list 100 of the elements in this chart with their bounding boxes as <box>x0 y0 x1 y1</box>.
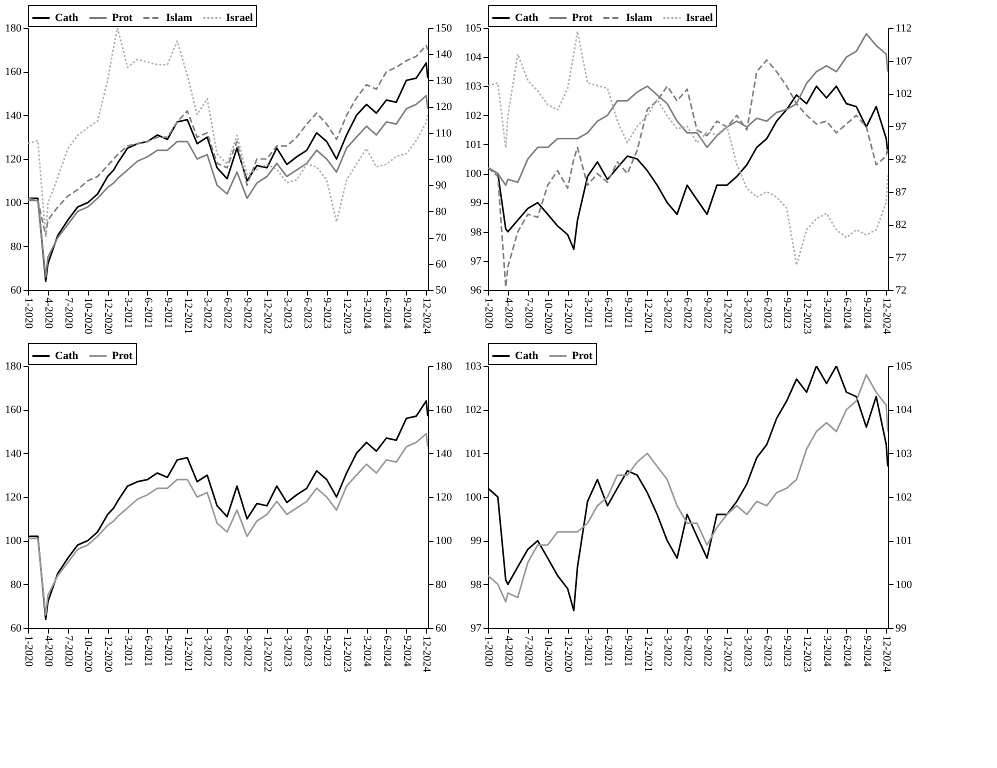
y-tick-label: 99 <box>470 535 482 548</box>
y-tick-label: 103 <box>465 80 482 93</box>
x-tick-label: 6-2021 <box>142 636 154 667</box>
y2-tick-label: 60 <box>436 258 447 270</box>
legend-label: Prot <box>572 350 593 362</box>
x-tick-label: 12-2024 <box>420 636 433 673</box>
x-tick-label: 9-2024 <box>400 298 413 330</box>
x-tick-label: 9-2021 <box>622 298 634 329</box>
y-tick-label: 102 <box>465 110 482 122</box>
x-tick-label: 12-2022 <box>721 298 734 334</box>
x-tick-label: 3-2022 <box>202 298 214 329</box>
y-tick-label: 60 <box>10 284 22 296</box>
x-tick-label: 3-2024 <box>361 636 374 668</box>
x-tick-label: 6-2022 <box>682 636 694 667</box>
y-tick-label: 101 <box>465 448 482 460</box>
x-tick-label: 9-2023 <box>321 298 334 330</box>
y2-tick-label: 82 <box>896 219 906 231</box>
x-tick-label: 9-2022 <box>242 298 254 329</box>
x-tick-label: 12-2022 <box>261 298 274 334</box>
x-tick-label: 4-2020 <box>42 636 54 668</box>
y-tick-label: 97 <box>470 622 482 634</box>
y2-tick-label: 140 <box>436 448 452 460</box>
y-tick-label: 180 <box>5 360 22 372</box>
x-tick-label: 4-2020 <box>502 636 514 668</box>
x-tick-label: 3-2023 <box>741 298 754 330</box>
y2-tick-label: 102 <box>896 88 912 100</box>
x-tick-label: 6-2022 <box>222 298 234 329</box>
y2-tick-label: 130 <box>436 74 452 87</box>
x-tick-label: 12-2020 <box>102 298 114 335</box>
x-tick-label: 1-2020 <box>22 636 34 668</box>
x-tick-label: 6-2024 <box>380 298 393 330</box>
x-tick-label: 12-2022 <box>261 636 274 672</box>
x-tick-label: 6-2024 <box>840 298 853 330</box>
y2-tick-label: 160 <box>436 404 452 416</box>
legend-label: Cath <box>515 350 538 362</box>
x-tick-label: 12-2023 <box>341 298 354 335</box>
x-tick-label: 7-2020 <box>522 636 534 668</box>
x-tick-label: 12-2020 <box>562 298 574 335</box>
x-tick-label: 12-2022 <box>721 636 734 672</box>
y2-tick-label: 104 <box>896 404 912 416</box>
x-tick-label: 6-2023 <box>301 636 314 668</box>
y-tick-label: 105 <box>465 22 482 34</box>
y2-tick-label: 110 <box>436 127 452 140</box>
y2-tick-label: 180 <box>436 360 452 372</box>
x-tick-label: 12-2021 <box>182 298 194 334</box>
legend-label: Israel <box>686 12 713 24</box>
legend-label: Cath <box>55 12 78 24</box>
line-series <box>488 30 888 266</box>
x-tick-label: 9-2022 <box>242 636 254 667</box>
y-tick-label: 60 <box>10 622 22 634</box>
x-tick-label: 1-2020 <box>482 298 494 330</box>
x-tick-label: 4-2020 <box>502 298 514 330</box>
x-tick-label: 6-2021 <box>602 636 614 667</box>
x-tick-label: 9-2021 <box>622 636 634 667</box>
y2-tick-label: 120 <box>436 101 452 114</box>
y2-tick-label: 87 <box>896 186 907 198</box>
x-tick-label: 3-2024 <box>821 298 834 330</box>
x-tick-label: 6-2024 <box>840 636 853 668</box>
x-tick-label: 10-2020 <box>542 298 554 335</box>
y2-tick-label: 80 <box>436 206 447 218</box>
legend-label: Islam <box>626 12 652 24</box>
y-tick-label: 100 <box>465 492 482 504</box>
x-tick-label: 3-2023 <box>281 636 294 668</box>
x-tick-label: 9-2024 <box>860 298 873 330</box>
x-tick-label: 3-2021 <box>122 636 134 667</box>
y-tick-label: 98 <box>470 226 482 238</box>
x-tick-label: 1-2020 <box>482 636 494 668</box>
x-tick-label: 10-2020 <box>542 636 554 673</box>
y2-tick-label: 92 <box>896 154 906 166</box>
y2-tick-label: 140 <box>436 48 452 61</box>
legend-label: Prot <box>572 12 593 24</box>
x-tick-label: 3-2023 <box>741 636 754 668</box>
y-tick-label: 103 <box>465 360 482 372</box>
x-tick-label: 6-2024 <box>380 636 393 668</box>
x-tick-label: 12-2021 <box>642 298 654 334</box>
x-tick-label: 9-2022 <box>702 636 714 667</box>
y-tick-label: 100 <box>465 168 482 180</box>
y-tick-label: 99 <box>470 197 482 210</box>
x-tick-label: 6-2023 <box>761 298 774 330</box>
x-tick-label: 3-2022 <box>662 298 674 329</box>
x-tick-label: 12-2024 <box>880 298 893 335</box>
x-tick-label: 12-2020 <box>102 636 114 673</box>
x-tick-label: 6-2023 <box>761 636 774 668</box>
x-tick-label: 4-2020 <box>42 298 54 330</box>
y-tick-label: 96 <box>470 284 482 296</box>
y2-tick-label: 105 <box>896 360 912 372</box>
y2-tick-label: 99 <box>896 622 907 634</box>
y2-tick-label: 100 <box>436 535 452 548</box>
x-tick-label: 3-2022 <box>662 636 674 667</box>
x-tick-label: 1-2020 <box>22 298 34 330</box>
line-series <box>28 432 428 616</box>
y2-tick-label: 60 <box>436 622 447 634</box>
x-tick-label: 3-2022 <box>202 636 214 667</box>
legend-label: Prot <box>112 12 133 24</box>
x-tick-label: 3-2021 <box>582 636 594 667</box>
x-tick-label: 6-2022 <box>222 636 234 667</box>
x-tick-label: 12-2020 <box>562 636 574 673</box>
x-tick-label: 12-2023 <box>801 636 814 673</box>
y-tick-label: 180 <box>5 22 22 34</box>
legend-label: Cath <box>515 12 538 24</box>
